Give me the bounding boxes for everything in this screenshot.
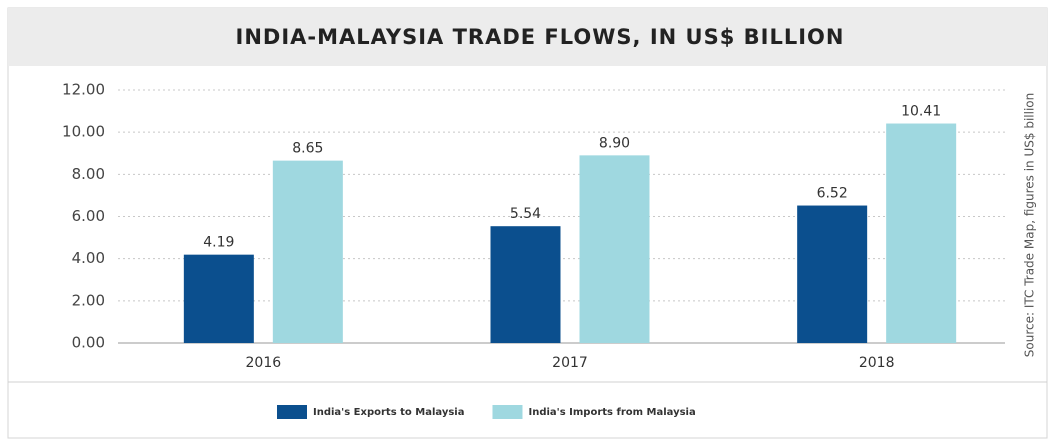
data-label: 10.41 — [901, 104, 941, 120]
data-label: 8.65 — [292, 141, 323, 157]
y-tick-label: 2.00 — [72, 291, 105, 309]
x-tick-label: 2017 — [552, 355, 588, 371]
bar — [579, 155, 650, 343]
y-tick-label: 12.00 — [62, 81, 105, 99]
x-tick-label: 2016 — [246, 355, 282, 371]
y-tick-label: 6.00 — [72, 207, 105, 225]
bar — [183, 254, 254, 343]
bar — [272, 160, 343, 343]
chart-title: INDIA-MALAYSIA TRADE FLOWS, IN US$ BILLI… — [236, 25, 845, 49]
y-tick-label: 10.00 — [62, 123, 105, 141]
legend-label: India's Imports from Malaysia — [528, 407, 695, 418]
y-tick-label: 8.00 — [72, 165, 105, 183]
bar — [886, 123, 957, 344]
bar — [490, 226, 561, 343]
data-label: 8.90 — [599, 135, 630, 151]
data-label: 4.19 — [203, 235, 234, 251]
legend-swatch — [492, 405, 523, 419]
y-tick-label: 4.00 — [72, 249, 105, 267]
x-tick-label: 2018 — [859, 355, 895, 371]
y-tick-label: 0.00 — [72, 334, 105, 352]
legend-swatch — [277, 405, 307, 419]
bar — [797, 205, 868, 343]
source-note: Source: ITC Trade Map, figures in US$ bi… — [1023, 93, 1037, 357]
legend-label: India's Exports to Malaysia — [313, 407, 464, 418]
frame — [7, 7, 1048, 439]
title-band — [8, 8, 1047, 66]
data-label: 6.52 — [817, 186, 848, 202]
data-label: 5.54 — [510, 206, 541, 222]
